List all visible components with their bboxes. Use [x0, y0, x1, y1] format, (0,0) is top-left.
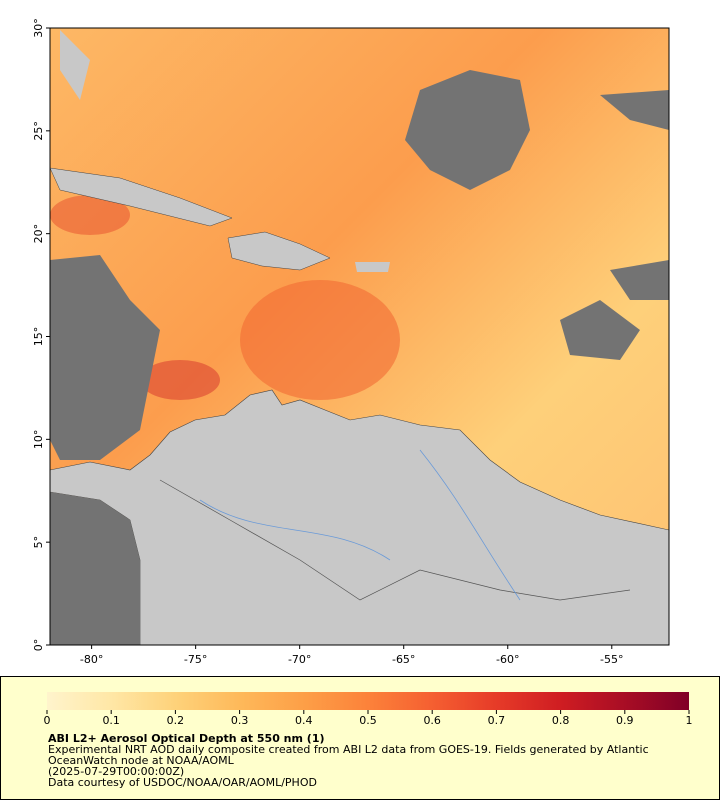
colorbar	[47, 692, 689, 710]
axes: -80° -75° -70° -65° -60° -55° 0° 5° 10° 15° 20° 25°…	[32, 18, 624, 666]
cloud-mask	[560, 90, 669, 360]
y-tick-label: 5°	[32, 536, 45, 549]
land	[50, 167, 233, 227]
x-tick-label: -55°	[600, 653, 623, 666]
y-tick-label: 15°	[32, 327, 45, 347]
border	[159, 479, 631, 601]
caption-line: Experimental NRT AOD daily composite cre…	[48, 743, 649, 756]
land	[355, 262, 390, 272]
land	[227, 231, 331, 271]
aod-high	[240, 280, 400, 400]
caption-title: ABI L2+ Aerosol Optical Depth at 550 nm …	[48, 732, 325, 745]
x-tick-label: -75°	[184, 653, 207, 666]
map	[50, 28, 669, 645]
x-tick-label: -65°	[392, 653, 415, 666]
aod-high	[50, 195, 130, 235]
colorbar-ticks: 0 0.1 0.2 0.3 0.4 0.5 0.6 0.7 0.8 0.9 1	[44, 710, 693, 727]
land	[60, 30, 90, 100]
caption-line: Data courtesy of USDOC/NOAA/OAR/AOML/PHO…	[48, 776, 317, 789]
cloud-mask	[50, 255, 160, 460]
colorbar-tick-label: 0.5	[359, 714, 377, 727]
colorbar-tick-label: 0.6	[423, 714, 441, 727]
colorbar-tick-label: 0.7	[488, 714, 506, 727]
cloud-mask	[50, 492, 140, 645]
colorbar-tick-label: 0	[44, 714, 51, 727]
x-tick-label: -70°	[288, 653, 311, 666]
x-tick-label: -80°	[80, 653, 103, 666]
colorbar-tick-label: 0.1	[102, 714, 120, 727]
cloud-mask	[405, 70, 530, 190]
colorbar-tick-label: 0.9	[616, 714, 634, 727]
y-tick-label: 10°	[32, 430, 45, 450]
river	[199, 449, 521, 601]
y-tick-label: 25°	[32, 121, 45, 141]
colorbar-tick-label: 0.4	[295, 714, 313, 727]
colorbar-tick-label: 0.2	[167, 714, 185, 727]
aod-high	[140, 360, 220, 400]
x-tick-label: -60°	[496, 653, 519, 666]
y-tick-label: 30°	[32, 18, 45, 38]
caption-line: (2025-07-29T00:00:00Z)	[48, 765, 184, 778]
y-tick-label: 20°	[32, 224, 45, 244]
colorbar-tick-label: 0.8	[552, 714, 570, 727]
y-tick-label: 0°	[32, 639, 45, 652]
colorbar-tick-label: 1	[686, 714, 693, 727]
caption-line: OceanWatch node at NOAA/AOML	[48, 754, 235, 767]
colorbar-tick-label: 0.3	[231, 714, 249, 727]
